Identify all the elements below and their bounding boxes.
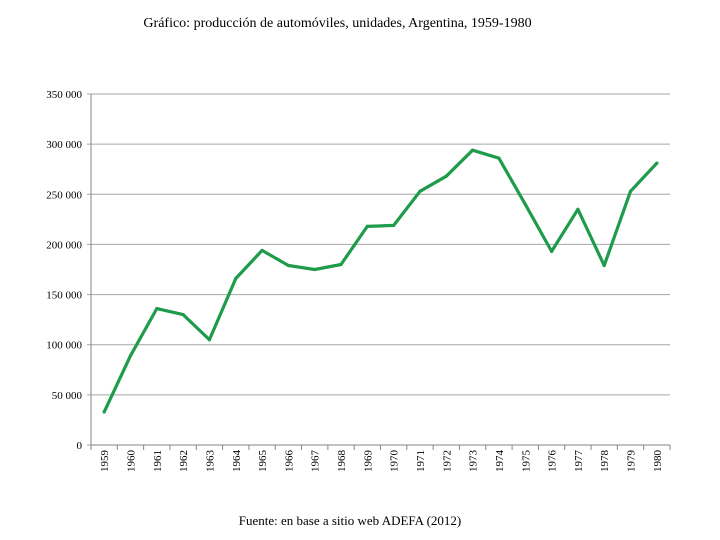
x-tick-label: 1974 [494,450,506,473]
data-point [392,223,396,227]
data-point [128,354,133,358]
x-tick-label: 1977 [573,450,585,473]
data-point [655,161,659,165]
data-point [549,249,554,254]
y-tick-label: 200 000 [46,239,82,251]
y-tick-label: 300 000 [46,139,82,151]
x-tick-label: 1970 [389,450,401,473]
x-tick-label: 1959 [99,450,111,473]
data-point [576,207,580,211]
data-point [155,307,159,311]
data-point [313,267,317,272]
data-point [234,276,238,281]
x-tick-label: 1965 [257,450,269,473]
x-axis: 1959 1960 1961 1962 1963 1964 1965 1966 1967 1968… [90,444,671,473]
y-axis: 0 50 000 100 000 150 000 200 000 250 000 300 0… [46,89,92,452]
y-tick-label: 350 000 [46,89,82,101]
data-point [602,263,606,268]
y-tick-label: 250 000 [46,189,82,201]
data-point [286,263,290,268]
gridlines [87,93,670,446]
x-tick-label: 1968 [336,450,348,473]
data-point [365,224,369,228]
series-layer [102,148,659,414]
data-point [339,262,343,267]
x-tick-label: 1969 [362,450,374,473]
x-tick-label: 1962 [178,450,190,472]
data-point [471,148,475,152]
x-tick-label: 1964 [231,450,243,473]
chart-title: Gráfico: producción de automóviles, unid… [143,16,532,31]
x-tick-label: 1966 [283,450,295,473]
y-tick-label: 0 [77,440,83,452]
data-point [102,410,106,414]
x-tick-label: 1967 [310,450,322,473]
data-point [444,174,448,178]
y-tick-label: 100 000 [46,340,82,352]
x-tick-label: 1973 [468,450,480,473]
source-note: Fuente: en base a sitio web ADEFA (2012) [238,513,462,528]
x-tick-label: 1961 [152,450,164,472]
x-tick-label: 1978 [599,450,611,473]
series-line [102,148,659,414]
data-point [260,248,264,253]
y-tick-label: 150 000 [46,290,82,302]
x-tick-label: 1975 [520,450,532,473]
data-point [523,202,527,206]
data-point [418,189,422,193]
data-point [497,156,501,160]
data-point [207,338,212,342]
x-tick-label: 1980 [652,450,664,473]
data-point [628,189,633,193]
x-tick-label: 1960 [125,450,137,473]
x-tick-label: 1972 [441,450,453,472]
data-point [181,313,185,317]
x-tick-label: 1971 [415,450,427,472]
x-tick-label: 1979 [626,450,638,473]
y-tick-label: 50 000 [52,390,83,402]
x-tick-label: 1976 [547,450,559,473]
x-tick-label: 1963 [204,450,216,473]
